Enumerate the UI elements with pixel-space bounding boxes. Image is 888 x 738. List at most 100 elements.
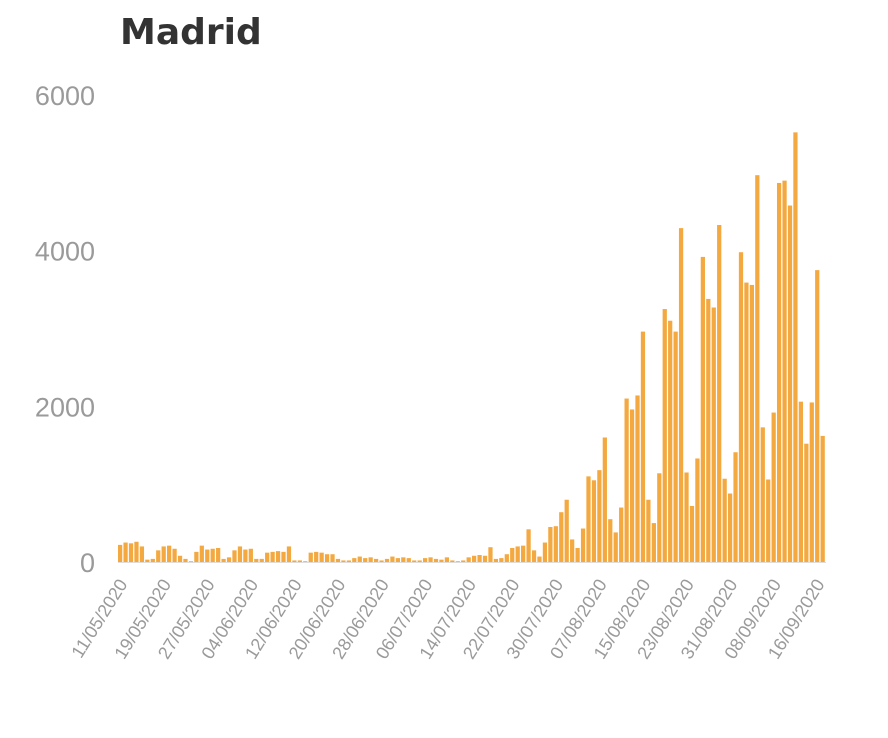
bar-127 <box>809 402 814 562</box>
bar-117 <box>755 175 760 563</box>
bar-82 <box>564 499 569 562</box>
bar-92 <box>619 507 624 562</box>
bar-13 <box>188 561 194 562</box>
bar-27 <box>265 552 270 562</box>
bar-105 <box>689 505 695 562</box>
bar-126 <box>804 443 809 562</box>
bar-24 <box>248 548 253 562</box>
bar-119 <box>766 479 771 562</box>
bar-31 <box>286 546 292 562</box>
bar-96 <box>640 331 646 562</box>
bar-23 <box>243 549 248 562</box>
bar-61 <box>450 560 455 562</box>
bar-45 <box>363 558 368 562</box>
bar-70 <box>499 558 504 562</box>
bar-9 <box>167 545 172 562</box>
y-tick-label-2: 4000 <box>35 237 95 267</box>
bar-21 <box>232 550 237 562</box>
bar-49 <box>384 558 390 562</box>
bar-68 <box>488 547 493 562</box>
bar-44 <box>357 556 362 562</box>
bar-66 <box>477 555 482 562</box>
bar-123 <box>787 205 793 562</box>
bar-4 <box>139 546 145 562</box>
bar-116 <box>749 284 754 562</box>
bar-19 <box>221 558 226 562</box>
bar-90 <box>608 519 613 562</box>
bar-106 <box>695 458 700 562</box>
bar-87 <box>591 480 597 562</box>
bar-74 <box>521 545 526 562</box>
bar-85 <box>580 528 586 562</box>
bar-80 <box>553 526 558 562</box>
bar-57 <box>428 557 433 562</box>
y-tick-label-1: 2000 <box>35 392 95 422</box>
bar-10 <box>172 548 177 562</box>
bar-16 <box>205 549 210 562</box>
bar-77 <box>537 556 542 562</box>
chart-title: Madrid <box>120 12 262 53</box>
bar-53 <box>406 558 411 562</box>
bar-32 <box>292 560 297 562</box>
bar-39 <box>330 554 335 562</box>
bar-14 <box>194 551 199 562</box>
bar-128 <box>815 270 820 563</box>
bar-65 <box>472 555 477 562</box>
bar-81 <box>559 512 564 562</box>
bar-41 <box>341 560 346 562</box>
bar-37 <box>319 552 324 562</box>
bar-18 <box>216 547 221 562</box>
bar-2 <box>128 543 134 562</box>
bar-52 <box>401 557 406 562</box>
bar-101 <box>668 320 673 562</box>
bar-71 <box>504 554 509 562</box>
bar-100 <box>662 309 667 562</box>
bar-63 <box>461 560 466 562</box>
bar-73 <box>515 546 520 562</box>
bar-64 <box>466 557 471 562</box>
x-axis-ticks: 11/05/202019/05/202027/05/202004/06/2020… <box>67 576 828 663</box>
bar-93 <box>624 398 629 562</box>
bar-20 <box>226 557 232 562</box>
bar-3 <box>134 541 139 562</box>
bar-112 <box>727 493 733 562</box>
bar-30 <box>281 551 286 562</box>
bar-43 <box>352 558 357 562</box>
bar-120 <box>771 412 776 562</box>
bar-98 <box>651 523 656 562</box>
bar-50 <box>390 556 395 562</box>
bar-125 <box>798 401 804 562</box>
bar-47 <box>373 558 379 562</box>
bar-17 <box>210 548 215 562</box>
bar-110 <box>717 224 722 563</box>
bar-109 <box>711 307 716 562</box>
bar-28 <box>270 551 275 562</box>
bar-58 <box>433 558 439 562</box>
bar-97 <box>646 499 651 562</box>
bar-56 <box>422 558 428 562</box>
bar-104 <box>684 472 689 562</box>
bar-59 <box>439 559 444 562</box>
bar-69 <box>493 558 499 562</box>
bar-36 <box>314 551 319 562</box>
bar-114 <box>738 252 744 562</box>
bar-115 <box>744 282 749 562</box>
bar-108 <box>706 298 711 562</box>
bar-107 <box>700 256 705 562</box>
bar-84 <box>575 547 580 562</box>
bar-25 <box>254 558 259 562</box>
bar-89 <box>602 437 607 562</box>
bar-121 <box>776 182 782 562</box>
bar-29 <box>275 551 281 562</box>
bar-12 <box>183 558 188 562</box>
bar-111 <box>722 478 727 562</box>
bar-118 <box>760 427 765 562</box>
bar-129 <box>820 435 825 562</box>
bars <box>118 132 825 563</box>
bar-79 <box>548 526 553 562</box>
bar-55 <box>417 560 422 562</box>
bar-26 <box>259 558 264 562</box>
bar-103 <box>678 228 684 562</box>
bar-122 <box>782 180 787 562</box>
bar-15 <box>199 545 204 562</box>
